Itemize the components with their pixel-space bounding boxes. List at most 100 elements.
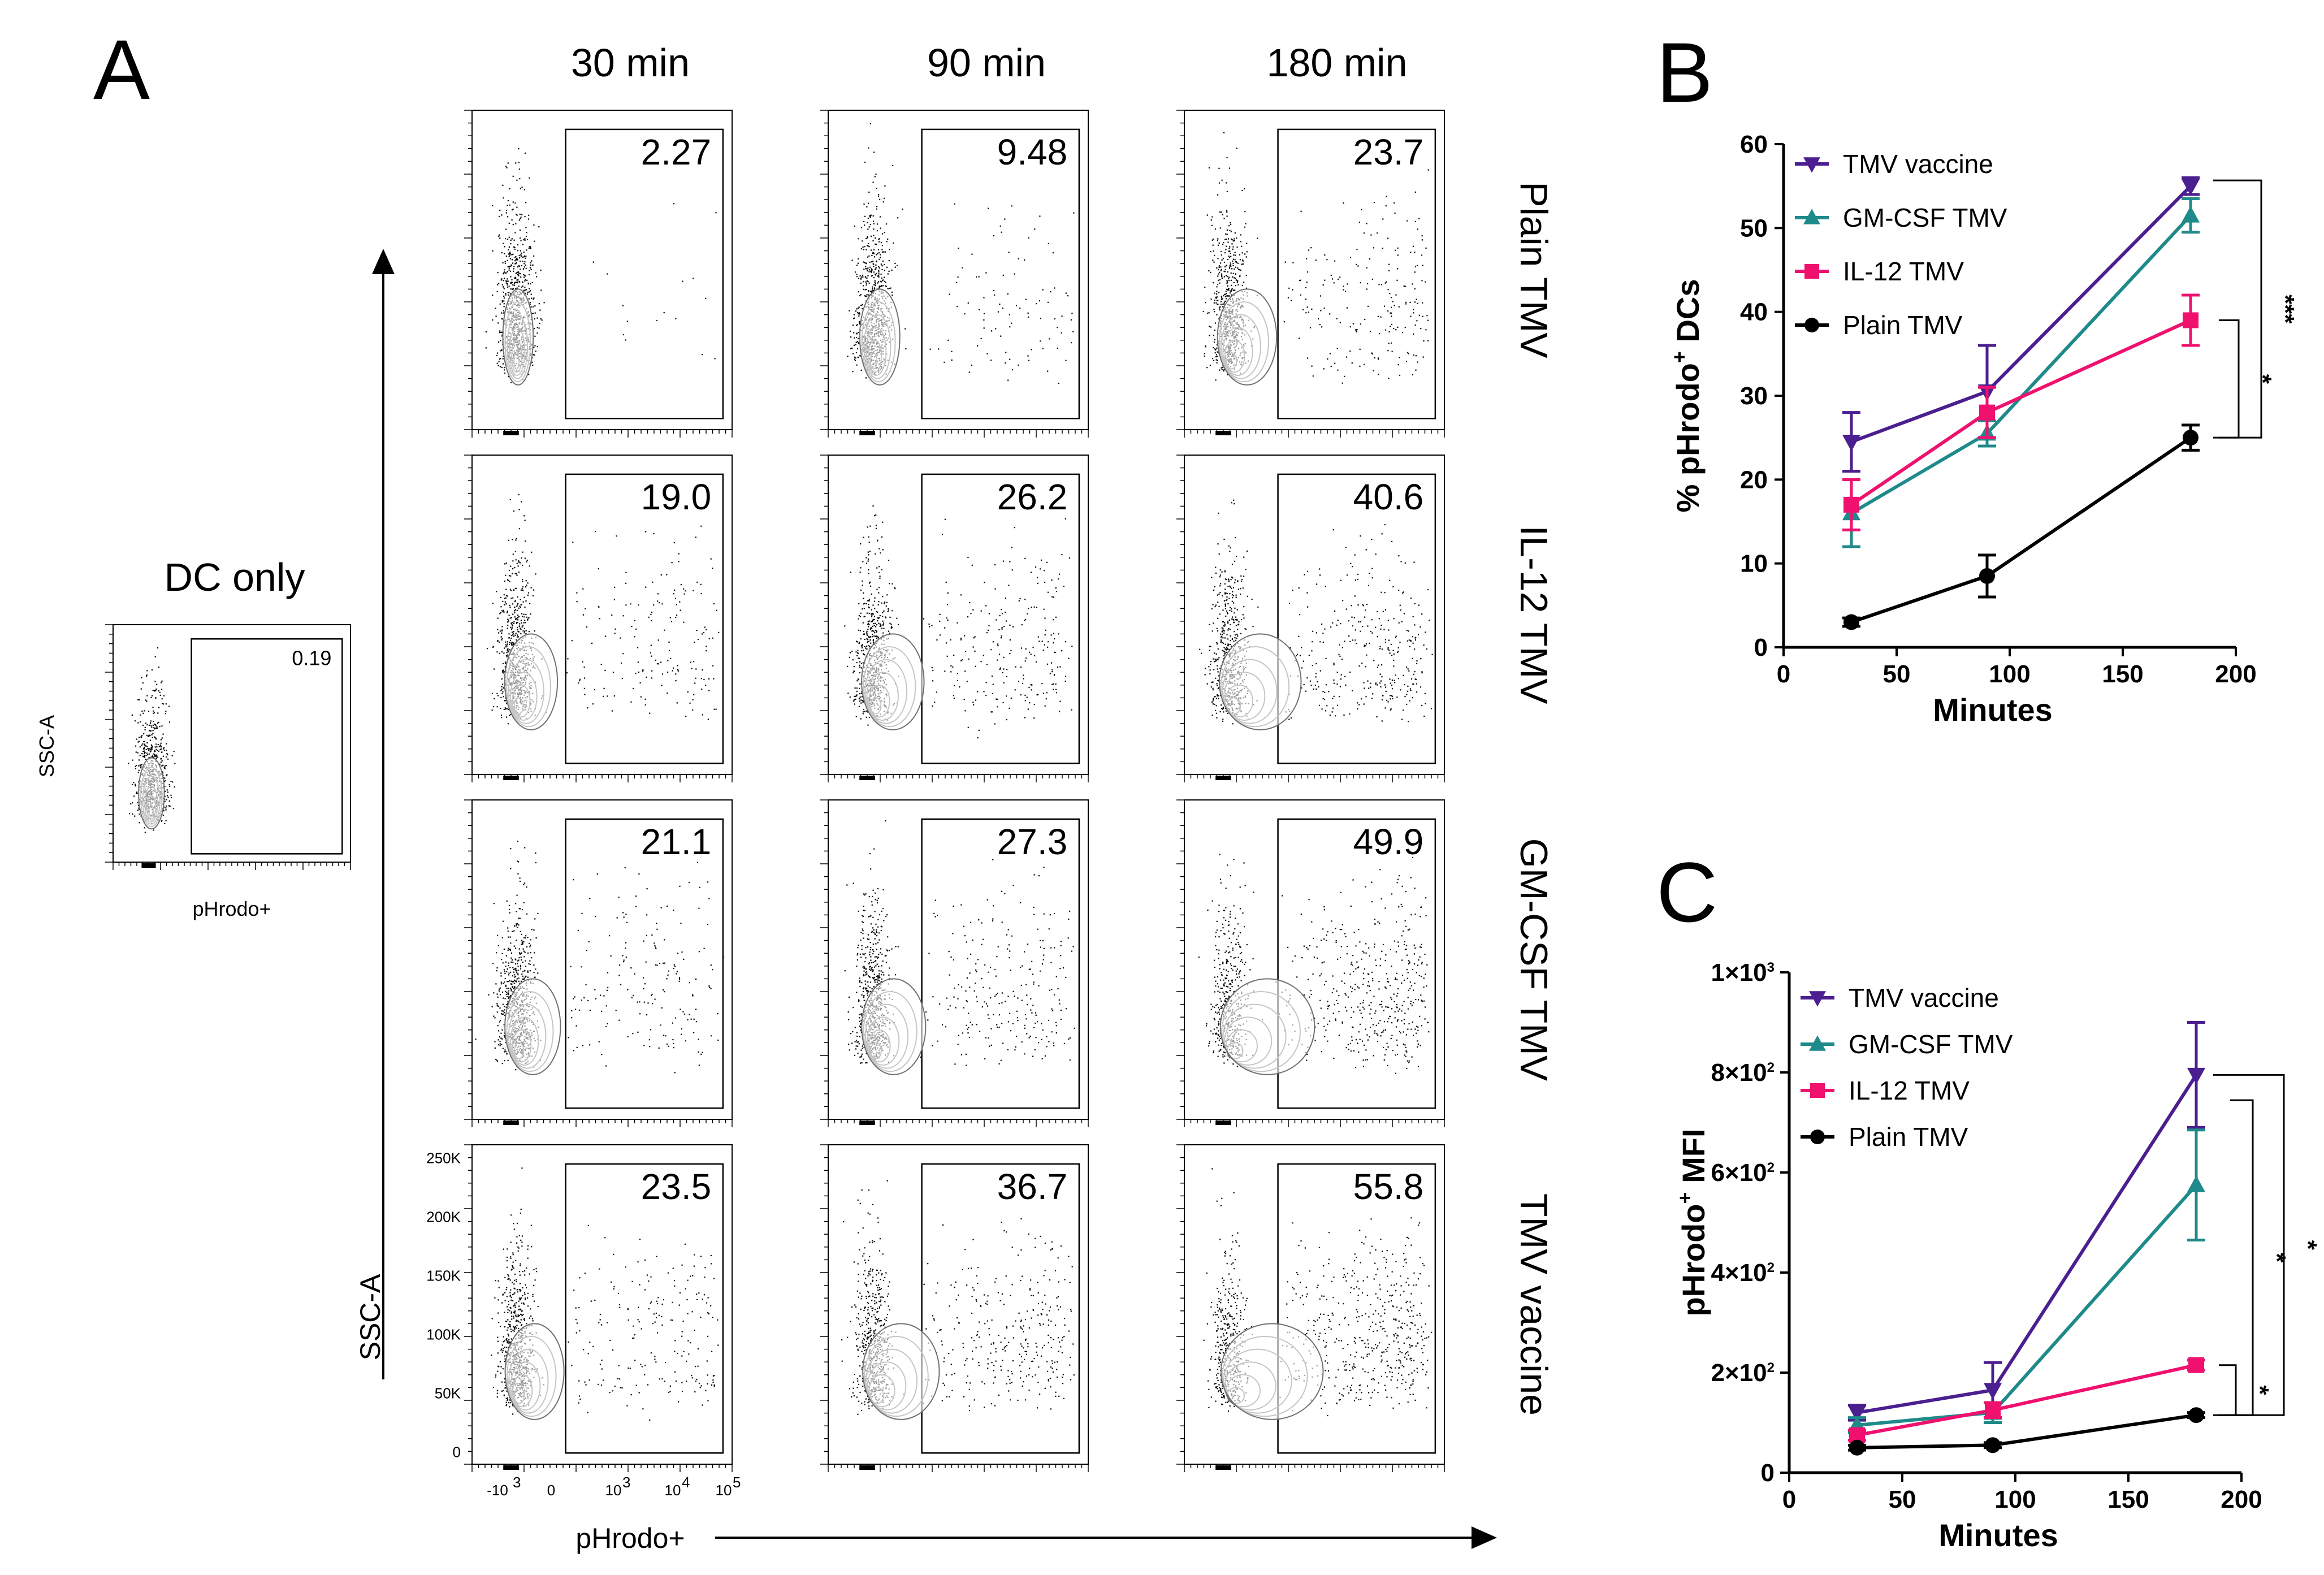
point-marker: [2188, 1407, 2204, 1423]
y-tick-label: 1×103: [1711, 959, 1775, 986]
zero-cluster-ticks: [1215, 431, 1231, 435]
significance-label: *: [2249, 374, 2277, 384]
zero-cluster-ticks: [503, 431, 519, 435]
y-tick-label: 150K: [426, 1267, 461, 1284]
phrodo-axis-label: pHrodo+: [575, 1522, 685, 1554]
point-marker: [2183, 312, 2199, 328]
contour: [1217, 288, 1278, 386]
gate: [921, 473, 1080, 764]
point-marker: [2187, 1067, 2206, 1085]
contour: [1220, 1323, 1324, 1420]
gate-percentage: 2.27: [641, 132, 712, 172]
y-tick-label: 50K: [435, 1384, 461, 1401]
contour: [861, 633, 925, 730]
flow-plot-r1-c1: 26.2: [820, 455, 1089, 782]
flow-plot-r2-c1: 27.3: [820, 799, 1089, 1127]
contour: [861, 978, 927, 1075]
dc-only-xlabel: pHrodo+: [192, 897, 271, 920]
x-tick-label: 200: [2221, 1486, 2262, 1513]
point-marker: [1979, 568, 1995, 584]
bracket: [2230, 1099, 2254, 1416]
y-tick-label: 100K: [426, 1326, 461, 1343]
significance-label: *: [2294, 1240, 2322, 1251]
gate-percentage: 49.9: [1353, 821, 1424, 862]
point-marker: [1979, 404, 1995, 421]
zero-cluster-ticks: [503, 1465, 519, 1470]
legend-item: GM-CSF TMV: [1795, 203, 2007, 232]
y-tick-label: 50: [1740, 214, 1768, 242]
y-axis-title-sup: +: [1673, 1192, 1697, 1204]
series-gm-csf-tmv: [1847, 1128, 2206, 1434]
gate-percentage: 21.1: [641, 821, 712, 862]
flow-plot-r0-c1: 9.48: [820, 110, 1089, 438]
point-marker: [2183, 430, 2199, 446]
x-tick-label: 150: [2102, 660, 2143, 688]
contour: [504, 1323, 565, 1420]
chart-b: 0 50 100 150 200 0 10 20 30 40 50 60 Minutes % pHrodo…: [1668, 131, 2299, 728]
bracket: [2219, 1364, 2237, 1416]
zero-cluster-ticks: [1215, 776, 1231, 780]
x-tick-label: 10: [716, 1482, 732, 1499]
events: [1198, 854, 1430, 1074]
gate: [921, 128, 1080, 419]
plot-frame: [1184, 110, 1445, 430]
column-title-180: 180 min: [1266, 41, 1407, 85]
y-axis-title: pHrodo+ MFI: [1673, 1128, 1711, 1316]
point-marker: [1810, 1130, 1825, 1144]
flow-plot-r0-c2: 23.7: [1176, 110, 1445, 438]
significance-label: ***: [2271, 295, 2299, 324]
point-marker: [2187, 1175, 2206, 1192]
x-tick-label: 200: [2215, 660, 2256, 688]
gate: [565, 1163, 724, 1454]
legend-label: Plain TMV: [1843, 310, 1963, 340]
y-tick-exp: 2: [1767, 1060, 1775, 1075]
y-tick-label: 30: [1740, 382, 1768, 410]
point-marker: [1985, 1402, 2001, 1418]
gate-percentage: 55.8: [1353, 1166, 1424, 1207]
y-tick-exp: 3: [1767, 960, 1775, 975]
flow-plot-r0-c0: 2.27: [464, 110, 733, 438]
x-tick-label: 0: [1782, 1486, 1796, 1513]
gate-percentage: 19.0: [641, 477, 712, 517]
chart-c: 0 50 100 150 200 0 2×102 4×102 6×102 8×102 1×103 Mi…: [1673, 959, 2322, 1553]
point-marker: [1803, 157, 1820, 173]
plot-frame: [1184, 1144, 1445, 1465]
x-tick-label: -10: [487, 1482, 508, 1499]
y-tick-label: 0: [1761, 1459, 1775, 1487]
zero-cluster-ticks: [859, 1465, 875, 1470]
x-axis-title: Minutes: [1938, 1517, 2058, 1553]
gate-percentage: 36.7: [997, 1166, 1068, 1207]
contour: [859, 288, 901, 386]
x-tick-label: 150: [2107, 1486, 2149, 1513]
gate: [1277, 128, 1436, 419]
legend-label: TMV vaccine: [1849, 983, 1999, 1012]
point-marker: [2188, 1357, 2204, 1373]
contour: [504, 633, 559, 730]
x-tick-exp: 3: [622, 1474, 630, 1491]
bracket: [2219, 319, 2240, 439]
gate-percentage: 9.48: [997, 132, 1068, 172]
row-label: IL-12 TMV: [1512, 525, 1555, 704]
y-tick-label: 2×102: [1711, 1359, 1775, 1387]
contour: [502, 288, 534, 386]
gate-percentage: 27.3: [997, 821, 1068, 862]
zero-cluster-ticks: [1215, 1120, 1231, 1125]
row-label: GM-CSF TMV: [1512, 838, 1555, 1081]
y-tick-label: 40: [1740, 298, 1768, 326]
y-tick-label: 10: [1740, 550, 1768, 578]
legend-item: TMV vaccine: [1795, 149, 1993, 179]
point-marker: [1843, 496, 1859, 513]
point-marker: [1804, 318, 1819, 332]
gate: [1277, 818, 1436, 1109]
legend-item: Plain TMV: [1801, 1122, 1968, 1152]
flow-plot-r2-c0: 21.1: [464, 799, 733, 1127]
plot-frame: [828, 1144, 1089, 1465]
zero-cluster-ticks: [1215, 1465, 1231, 1470]
x-tick-exp: 3: [513, 1474, 521, 1491]
series-line: [1856, 1184, 2198, 1427]
dc-only-ylabel: SSC-A: [35, 715, 58, 777]
zero-cluster-ticks: [503, 1120, 519, 1125]
x-tick-label: 50: [1889, 1486, 1916, 1513]
y-tick-label: 0: [1754, 634, 1768, 661]
